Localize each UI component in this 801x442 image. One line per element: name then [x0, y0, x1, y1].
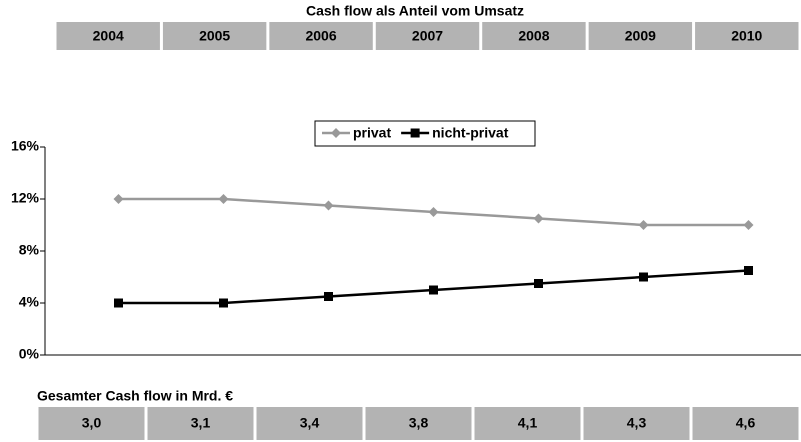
point [533, 213, 544, 224]
y-tick-label: 4% [19, 294, 40, 310]
legend-label: nicht-privat [432, 125, 509, 141]
y-tick-label: 8% [19, 242, 40, 258]
point [324, 292, 333, 301]
point [534, 279, 543, 288]
y-tick-label: 0% [19, 346, 40, 362]
point [114, 298, 123, 308]
year-cell [375, 22, 480, 50]
legend-marker [410, 128, 420, 138]
point [429, 285, 438, 295]
total-cell [692, 407, 799, 440]
total-cell [583, 407, 690, 440]
year-label: 2008 [518, 28, 549, 44]
year-cell [482, 22, 586, 50]
total-cell [365, 407, 472, 440]
year-label: 2006 [305, 28, 336, 44]
point [219, 298, 228, 308]
year-label: 2005 [199, 28, 230, 44]
total-value: 3,0 [82, 415, 102, 431]
year-label: 2010 [731, 28, 762, 44]
total-value: 4,6 [736, 415, 756, 431]
year-cell [695, 22, 799, 50]
year-label: 2007 [412, 28, 443, 44]
point [638, 220, 649, 230]
year-cell [162, 22, 267, 50]
year-cell [56, 22, 160, 50]
y-tick-label: 12% [11, 190, 40, 206]
point [428, 207, 439, 217]
total-cell [256, 407, 363, 440]
total-value: 4,1 [518, 415, 538, 431]
total-cell [147, 407, 254, 440]
chart-title: Cash flow als Anteil vom Umsatz [306, 3, 524, 19]
legend-marker [331, 128, 341, 138]
total-value: 3,4 [300, 415, 320, 431]
total-cell [38, 407, 145, 440]
year-label: 2004 [93, 28, 124, 44]
point [218, 194, 229, 204]
legend-label: privat [353, 125, 391, 141]
point [113, 194, 124, 204]
point [743, 220, 754, 230]
point [639, 272, 648, 282]
point [323, 200, 334, 211]
totals-label: Gesamter Cash flow in Mrd. € [37, 388, 233, 404]
total-cell [474, 407, 581, 440]
y-tick-label: 16% [11, 138, 40, 154]
year-cell [269, 22, 373, 50]
total-value: 3,1 [191, 415, 211, 431]
total-value: 4,3 [627, 415, 647, 431]
point [744, 266, 753, 275]
total-value: 3,8 [409, 415, 429, 431]
year-label: 2009 [625, 28, 656, 44]
year-cell [588, 22, 693, 50]
